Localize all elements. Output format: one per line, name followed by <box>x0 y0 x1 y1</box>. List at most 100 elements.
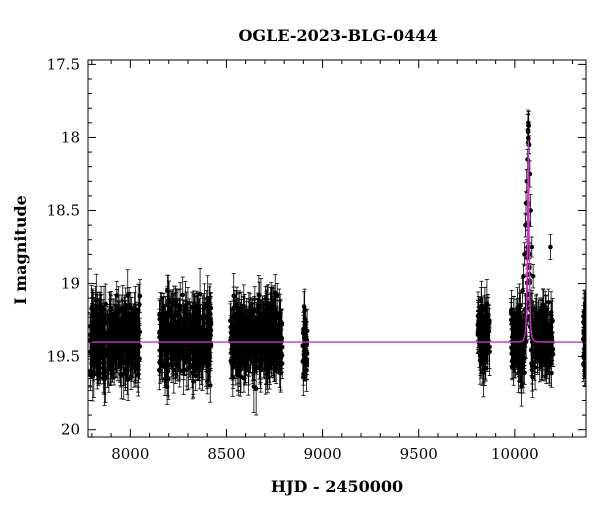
data-point <box>529 236 535 258</box>
data-point <box>301 337 307 374</box>
data-point <box>115 331 121 369</box>
y-axis-label: I magnitude <box>11 195 30 305</box>
data-point <box>128 312 133 359</box>
data-point <box>238 360 244 393</box>
data-point <box>158 320 164 367</box>
data-point <box>176 314 182 355</box>
data-point <box>233 340 239 386</box>
data-point <box>303 308 308 331</box>
data-point <box>164 314 170 344</box>
data-point <box>513 310 519 357</box>
data-point <box>541 289 546 328</box>
data-point <box>484 321 490 352</box>
data-point <box>102 312 108 363</box>
data-point <box>518 292 523 319</box>
data-point <box>93 312 99 344</box>
data-point <box>95 318 101 351</box>
data-point <box>184 333 190 387</box>
data-point <box>98 291 103 321</box>
data-point <box>522 324 527 366</box>
data-point <box>201 302 206 334</box>
data-point <box>189 345 195 389</box>
data-point <box>547 349 553 373</box>
data-point <box>200 335 206 381</box>
data-point <box>171 285 177 323</box>
data-point <box>208 302 213 337</box>
data-point <box>137 279 143 313</box>
x-tick-label: 8500 <box>207 445 245 463</box>
data-point <box>199 334 204 386</box>
data-point <box>180 276 186 314</box>
data-point <box>521 263 526 289</box>
data-point <box>273 327 279 373</box>
data-point <box>513 349 518 379</box>
data-point <box>301 291 307 322</box>
data-point <box>176 311 181 341</box>
y-tick-label: 19.5 <box>47 348 80 366</box>
chart-title: OGLE-2023-BLG-0444 <box>238 26 437 45</box>
data-point <box>278 298 283 328</box>
data-point <box>118 361 124 388</box>
y-tick-label: 20 <box>61 421 80 439</box>
data-point <box>548 234 553 260</box>
data-point <box>256 317 262 362</box>
data-point <box>476 302 481 329</box>
data-point <box>538 308 543 354</box>
data-point <box>530 264 536 289</box>
data-point <box>236 328 242 368</box>
data-point <box>125 269 131 322</box>
data-point <box>520 277 525 305</box>
y-tick-label: 17.5 <box>47 55 80 73</box>
data-point <box>534 308 540 341</box>
data-point <box>229 347 234 379</box>
data-point <box>509 289 514 330</box>
x-tick-label: 9500 <box>400 445 438 463</box>
data-point <box>235 351 241 396</box>
data-point <box>133 305 138 358</box>
data-point <box>544 306 550 353</box>
data-point <box>248 302 254 346</box>
data-point <box>242 348 248 385</box>
data-point <box>486 313 491 350</box>
data-point <box>112 305 118 345</box>
data-point <box>88 354 93 388</box>
data-point <box>583 352 586 385</box>
data-point <box>122 300 128 328</box>
plot-frame <box>87 59 587 438</box>
data-point <box>230 308 235 359</box>
data-point <box>111 336 117 386</box>
data-point <box>90 322 96 350</box>
data-point <box>522 242 527 267</box>
data-point <box>187 334 193 364</box>
data-point <box>100 328 106 378</box>
data-point <box>482 294 487 323</box>
plot-area <box>88 109 586 416</box>
data-point <box>108 295 114 335</box>
data-point <box>157 300 163 338</box>
data-point <box>530 335 535 369</box>
data-point <box>171 332 177 359</box>
x-tick-label: 8000 <box>111 445 149 463</box>
data-point <box>165 274 171 327</box>
y-tick-label: 19 <box>61 275 80 293</box>
data-point <box>207 283 213 332</box>
data-point <box>193 361 199 392</box>
data-point <box>101 324 106 371</box>
data-point <box>236 293 242 333</box>
x-axis-label: HJD - 2450000 <box>271 477 403 496</box>
y-tick-label: 18.5 <box>47 202 80 220</box>
data-point <box>195 308 201 336</box>
y-tick-label: 18 <box>61 128 80 146</box>
data-point <box>523 212 528 238</box>
data-point <box>183 300 189 328</box>
data-point <box>97 345 103 381</box>
x-tick-label: 9000 <box>303 445 341 463</box>
data-point <box>232 300 238 337</box>
data-point <box>207 368 213 403</box>
data-point <box>537 338 543 383</box>
data-point <box>263 342 269 395</box>
data-point <box>228 303 233 338</box>
x-tick-label: 10000 <box>491 445 539 463</box>
model-curve <box>88 140 586 343</box>
